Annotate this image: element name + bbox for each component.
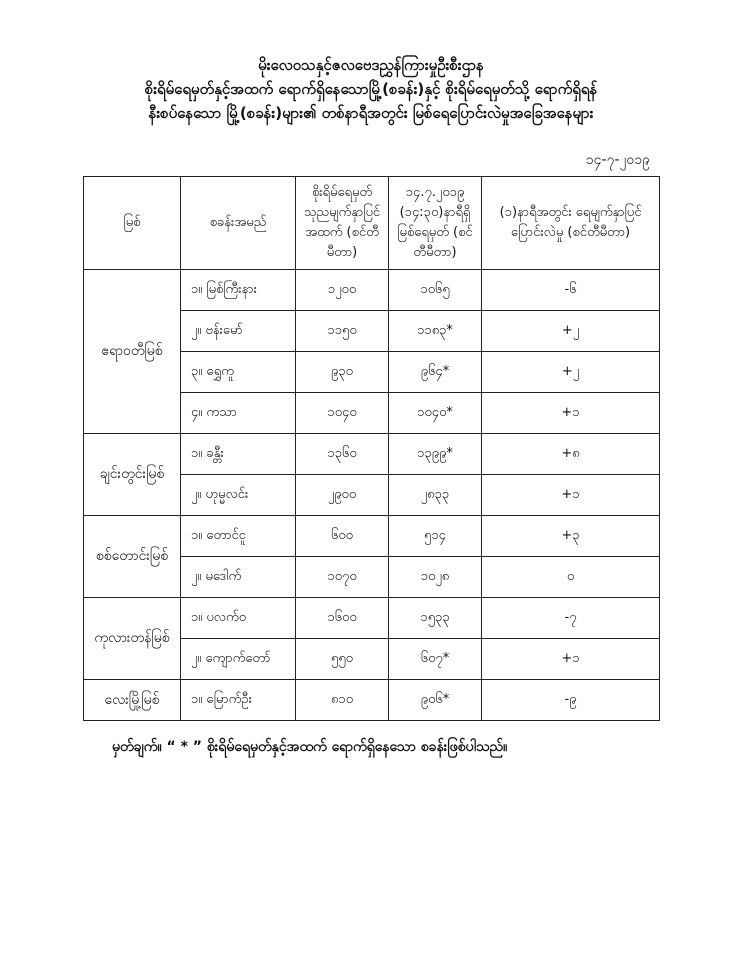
header-current-level: ၁၄.၇.၂၀၁၉ (၁၄:၃၀)နာရီရှိ မြစ်ရေမှတ် (စင်… [388,176,482,270]
level-change: -၇ [481,597,660,639]
level-change: +၃ [481,515,660,557]
current-level: ၁၀၄၀* [388,392,482,434]
level-change: -၉ [481,679,660,721]
table-row: ၃။ ရွှေကူ ၉၃၀ ၉၆၄* +၂ [84,351,660,393]
station-name: ၄။ ကသာ [180,392,296,434]
footnote: မှတ်ချက်။ “ * ” စိုးရိမ်ရေမှတ်နှင့်အထက် … [112,739,508,755]
title-line-2: စိုးရိမ်ရေမှတ်နှင့်အထက် ရောက်ရှိနေသောမြိ… [144,80,598,98]
table-row: လေးမြို့မြစ် ၁။ မြောက်ဦး ၈၁၀ ၉၀၆* -၉ [83,679,660,721]
table-row: ၂။ ဗန်းမော် ၁၁၅၀ ၁၁၈၃* +၂ [84,310,660,352]
danger-level: ၁၂၀၀ [295,269,389,311]
current-level: ၁၀၂၈ [388,556,482,598]
table-header-row: မြစ် စခန်းအမည် စိုးရိမ်ရေမှတ် သုညမျက်နှာ… [83,176,660,270]
table-row: ၂။ မဒေါက် ၁၀၇၀ ၁၀၂၈၀ [84,556,660,598]
danger-level: ၁၆၀၀ [295,597,389,639]
table-row: စစ်တောင်းမြစ် ၁။ တောင်ငူ ၆၀၀ ၅၁၄ +၃ [83,515,660,598]
station-name: ၁။ ပလက်ဝ [180,597,296,639]
station-name: ၁။ မြစ်ကြီးနား [180,269,296,311]
danger-level: ၁၃၆၀ [295,433,389,475]
danger-level: ၂၉၀၀ [295,474,389,516]
header-river: မြစ် [83,176,181,270]
table-row: ၂။ ဟုမ္မလင်း ၂၉၀၀ ၂၈၃၃ +၁ [84,474,660,516]
level-change: +၂ [481,351,660,393]
danger-level: ၉၃၀ [295,351,389,393]
danger-level: ၆၀၀ [295,515,389,557]
current-level: ၁၁၈၃* [388,310,482,352]
current-level: ၁၀၆၅ [388,269,482,311]
river-name: စစ်တောင်းမြစ် [83,515,181,598]
level-change: +၁ [481,392,660,434]
river-name: ဧရာဝတီမြစ် [83,269,181,434]
header-station: စခန်းအမည် [180,176,296,270]
table-row: ကုလားတန်မြစ် ၁။ ပလက်ဝ ၁၆၀၀ ၁၅၃၃ -၇ [83,597,660,680]
danger-level: ၅၅၀ [295,638,389,680]
header-change: (၁)နာရီအတွင်း ရေမျက်နှာပြင်ပြောင်းလဲမှု … [481,176,660,270]
station-name: ၁။ တောင်ငူ [180,515,296,557]
station-name: ၂။ ကျောက်တော် [180,638,296,680]
table-row: ၄။ ကသာ ၁၀၄၀ ၁၀၄၀* +၁ [84,392,660,434]
table-row: ချင်းတွင်းမြစ် ၁။ ခန္တီး ၁၃၆၀ ၁၃၉၉* +၈ [83,433,660,516]
current-level: ၉၀၆* [388,679,482,721]
river-level-table: မြစ် စခန်းအမည် စိုးရိမ်ရေမှတ် သုညမျက်နှာ… [83,176,660,721]
station-name: ၁။ ခန္တီး [180,433,296,475]
river-name: လေးမြို့မြစ် [83,679,181,721]
level-change: +၈ [481,433,660,475]
station-name: ၂။ ဗန်းမော် [180,310,296,352]
danger-level: ၁၁၅၀ [295,310,389,352]
level-change: -၆ [481,269,660,311]
current-level: ၂၈၃၃ [388,474,482,516]
river-name: ကုလားတန်မြစ် [83,597,181,680]
station-name: ၃။ ရွှေကူ [180,351,296,393]
header-danger-level: စိုးရိမ်ရေမှတ် သုညမျက်နှာပြင် အထက် (စင်တ… [295,176,389,270]
current-level: ၅၁၄ [388,515,482,557]
danger-level: ၈၁၀ [295,679,389,721]
danger-level: ၁၀၄၀ [295,392,389,434]
current-level: ၁၅၃၃ [388,597,482,639]
level-change: +၂ [481,310,660,352]
station-name: ၂။ ဟုမ္မလင်း [180,474,296,516]
title-line-3: နီးစပ်နေသော မြို့(စခန်း)များ၏ တစ်နာရီအတွ… [148,104,594,122]
station-name: ၁။ မြောက်ဦး [180,679,296,721]
current-level: ၆၀၇* [388,638,482,680]
current-level: ၉၆၄* [388,351,482,393]
report-date: ၁၄-၇-၂၀၁၉ [585,152,650,168]
title-line-1: မိုးလေဝသနှင့်ဇလဗေဒညွှန်ကြားမှုဦးစီးဌာန [258,56,484,74]
table-row: ဧရာဝတီမြစ် ၁။ မြစ်ကြီးနား ၁၂၀၀ ၁၀၆၅ -၆ [83,269,660,434]
level-change: ၀ [481,556,660,598]
current-level: ၁၃၉၉* [388,433,482,475]
station-name: ၂။ မဒေါက် [180,556,296,598]
level-change: +၁ [481,638,660,680]
level-change: +၁ [481,474,660,516]
river-name: ချင်းတွင်းမြစ် [83,433,181,516]
danger-level: ၁၀၇၀ [295,556,389,598]
table-body: ဧရာဝတီမြစ် ၁။ မြစ်ကြီးနား ၁၂၀၀ ၁၀၆၅ -၆ ၂။ ဗန်… [83,269,660,721]
